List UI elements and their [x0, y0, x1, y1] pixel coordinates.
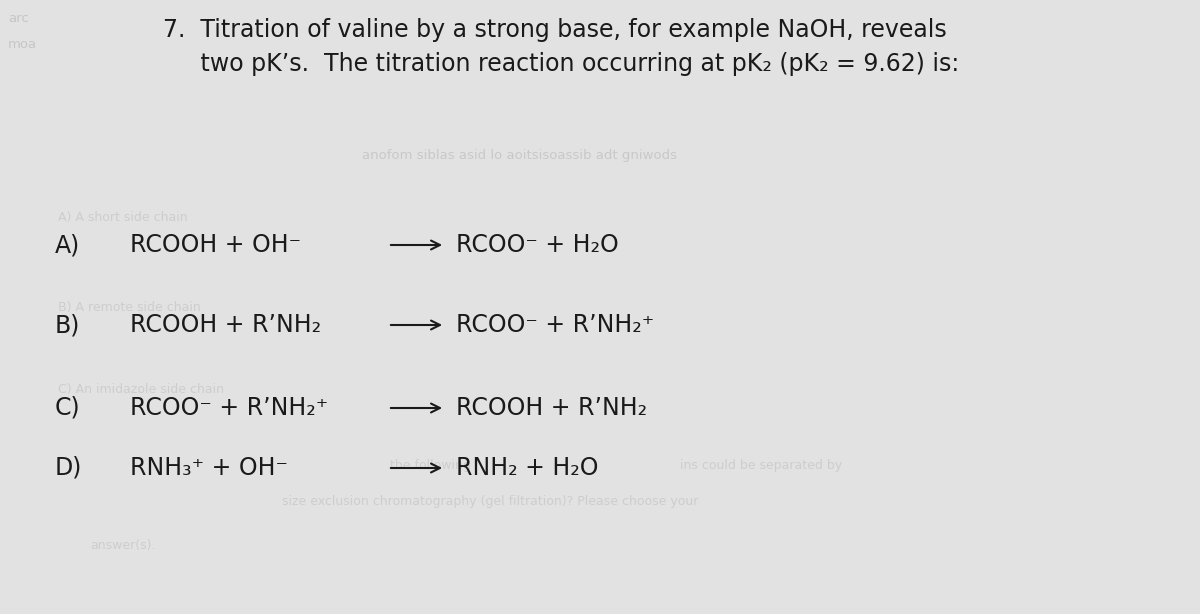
Text: RCOO⁻ + H₂O: RCOO⁻ + H₂O: [456, 233, 619, 257]
Text: two pK’s.  The titration reaction occurring at pK₂ (pK₂ = 9.62) is:: two pK’s. The titration reaction occurri…: [163, 52, 959, 76]
Text: D): D): [55, 456, 83, 480]
Text: B) A remote side chain: B) A remote side chain: [58, 301, 200, 314]
Text: answer(s).: answer(s).: [90, 538, 156, 551]
Text: the following: the following: [390, 459, 470, 473]
Text: C): C): [55, 396, 80, 420]
Text: C) An imidazole side chain: C) An imidazole side chain: [58, 384, 224, 397]
Text: RCOOH + R’NH₂: RCOOH + R’NH₂: [130, 313, 322, 337]
Text: ins could be separated by: ins could be separated by: [680, 459, 842, 473]
Text: RCOOH + OH⁻: RCOOH + OH⁻: [130, 233, 301, 257]
Text: RNH₂ + H₂O: RNH₂ + H₂O: [456, 456, 599, 480]
Text: RCOOH + R’NH₂: RCOOH + R’NH₂: [456, 396, 647, 420]
Text: arc: arc: [8, 12, 29, 25]
Text: moa: moa: [8, 38, 37, 51]
Text: A): A): [55, 233, 80, 257]
Text: 7.  Titration of valine by a strong base, for example NaOH, reveals: 7. Titration of valine by a strong base,…: [163, 18, 947, 42]
Text: A) A short side chain: A) A short side chain: [58, 211, 187, 225]
Text: RCOO⁻ + R’NH₂⁺: RCOO⁻ + R’NH₂⁺: [456, 313, 654, 337]
Text: RNH₃⁺ + OH⁻: RNH₃⁺ + OH⁻: [130, 456, 288, 480]
Text: size exclusion chromatography (gel filtration)? Please choose your: size exclusion chromatography (gel filtr…: [282, 495, 698, 508]
Text: anofom siblas asid lo aoitsisoassib adt gniwods: anofom siblas asid lo aoitsisoassib adt …: [362, 149, 678, 161]
Text: RCOO⁻ + R’NH₂⁺: RCOO⁻ + R’NH₂⁺: [130, 396, 329, 420]
Text: B): B): [55, 313, 80, 337]
